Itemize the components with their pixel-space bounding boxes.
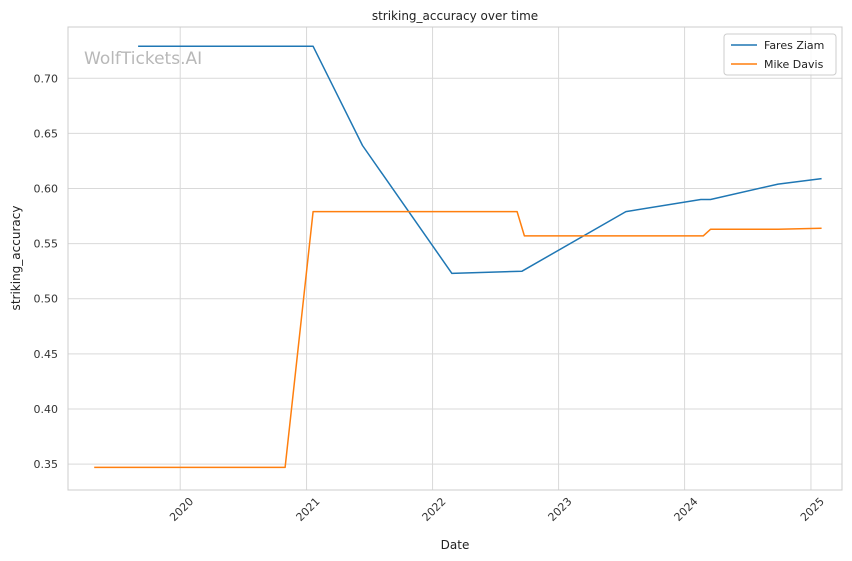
legend: Fares Ziam Mike Davis [723,33,837,76]
y-tick-label: 0.35 [34,458,59,471]
y-tick-label: 0.70 [34,72,59,85]
y-axis-title: striking_accuracy [9,206,23,311]
y-tick-label: 0.60 [34,182,59,195]
y-tick-labels: 0.35 0.40 0.45 0.50 0.55 0.60 0.65 0.70 [34,72,59,471]
y-tick-label: 0.40 [34,403,59,416]
y-tick-label: 0.50 [34,293,59,306]
legend-label-fares-ziam: Fares Ziam [764,39,824,52]
y-tick-label: 0.65 [34,127,59,140]
series-layer [94,45,822,469]
x-axis-title: Date [441,538,470,552]
chart-title: striking_accuracy over time [372,9,538,23]
legend-label-mike-davis: Mike Davis [764,58,824,71]
y-tick-label: 0.45 [34,348,59,361]
series-line-mike-davis [94,210,822,469]
plot-frame [67,26,843,491]
y-tick-label: 0.55 [34,238,59,251]
grid-layer [68,27,842,490]
series-line-fares-ziam [138,45,822,275]
watermark: WolfTickets.AI [84,49,202,69]
